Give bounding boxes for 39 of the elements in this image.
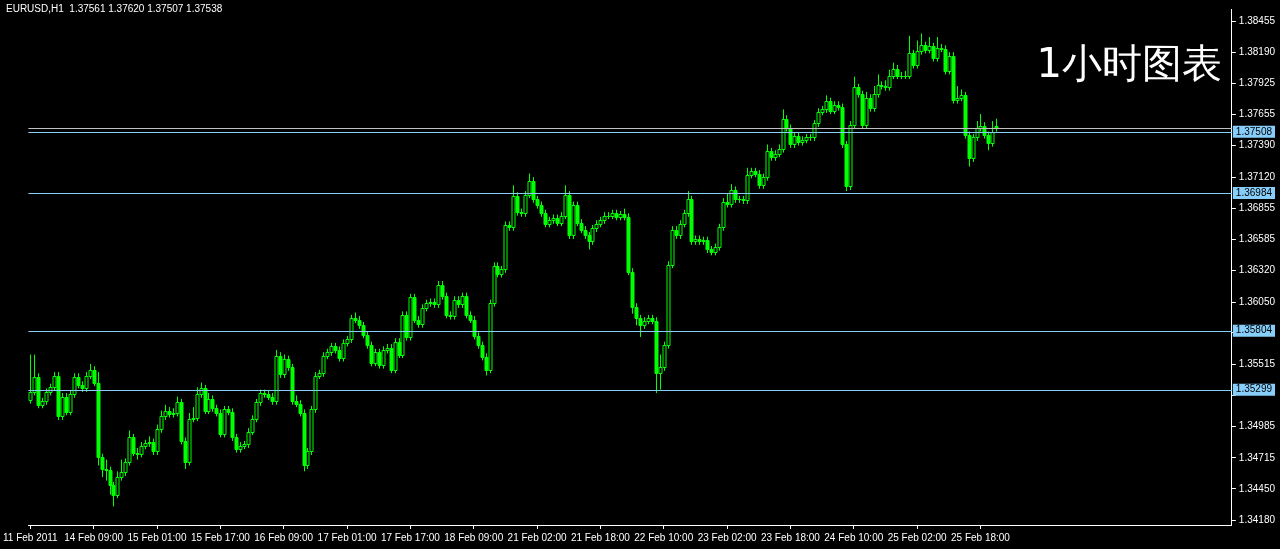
y-tick-label: 1.34985 <box>1238 420 1276 432</box>
y-tick-label: 1.36585 <box>1238 233 1276 245</box>
y-tick-label: 1.34450 <box>1238 482 1276 494</box>
y-tick-label: 1.37390 <box>1238 139 1276 151</box>
ref-line-label: 1.37508 <box>1235 125 1273 137</box>
x-tick-label: 17 Feb 01:00 <box>317 531 377 543</box>
x-tick-label: 15 Feb 17:00 <box>190 531 251 543</box>
x-tick-label: 24 Feb 10:00 <box>824 531 884 543</box>
y-tick-label: 1.37925 <box>1238 76 1276 88</box>
y-tick-label: 1.38190 <box>1238 45 1276 57</box>
x-tick-label: 17 Feb 17:00 <box>380 531 441 543</box>
x-tick-label: 21 Feb 02:00 <box>507 531 567 543</box>
y-tick-label: 1.36050 <box>1238 295 1276 307</box>
y-tick-label: 1.34180 <box>1238 514 1276 526</box>
candlestick <box>452 295 457 321</box>
candlestick <box>872 85 877 113</box>
x-tick-label: 16 Feb 09:00 <box>254 531 314 543</box>
y-tick-label: 1.34715 <box>1238 451 1276 463</box>
x-tick-label: 25 Feb 02:00 <box>887 531 948 543</box>
y-tick-label: 1.36320 <box>1238 264 1276 276</box>
x-tick-label: 14 Feb 09:00 <box>64 531 124 543</box>
ref-line-label: 1.35299 <box>1235 383 1273 395</box>
ref-line-label: 1.35804 <box>1235 324 1273 336</box>
x-tick-label: 15 Feb 01:00 <box>127 531 187 543</box>
x-tick-label: 25 Feb 18:00 <box>951 531 1011 543</box>
x-tick-label: 22 Feb 10:00 <box>634 531 694 543</box>
annotation: 1小时图表 <box>1036 39 1222 88</box>
ref-line-label: 1.36984 <box>1235 186 1273 198</box>
x-tick-label: 23 Feb 02:00 <box>697 531 757 543</box>
y-tick-label: 1.36855 <box>1238 201 1276 213</box>
y-tick-label: 1.35515 <box>1238 358 1276 370</box>
x-tick-label: 21 Feb 18:00 <box>570 531 631 543</box>
y-tick-label: 1.37655 <box>1238 108 1276 120</box>
x-tick-label: 23 Feb 18:00 <box>760 531 821 543</box>
chart-title: EURUSD,H1 1.37561 1.37620 1.37507 1.37538 <box>6 3 223 14</box>
x-tick-label: 11 Feb 2011 <box>3 531 59 543</box>
y-tick-label: 1.37120 <box>1238 170 1276 182</box>
y-tick-label: 1.38455 <box>1238 15 1276 27</box>
x-tick-label: 18 Feb 09:00 <box>444 531 504 543</box>
